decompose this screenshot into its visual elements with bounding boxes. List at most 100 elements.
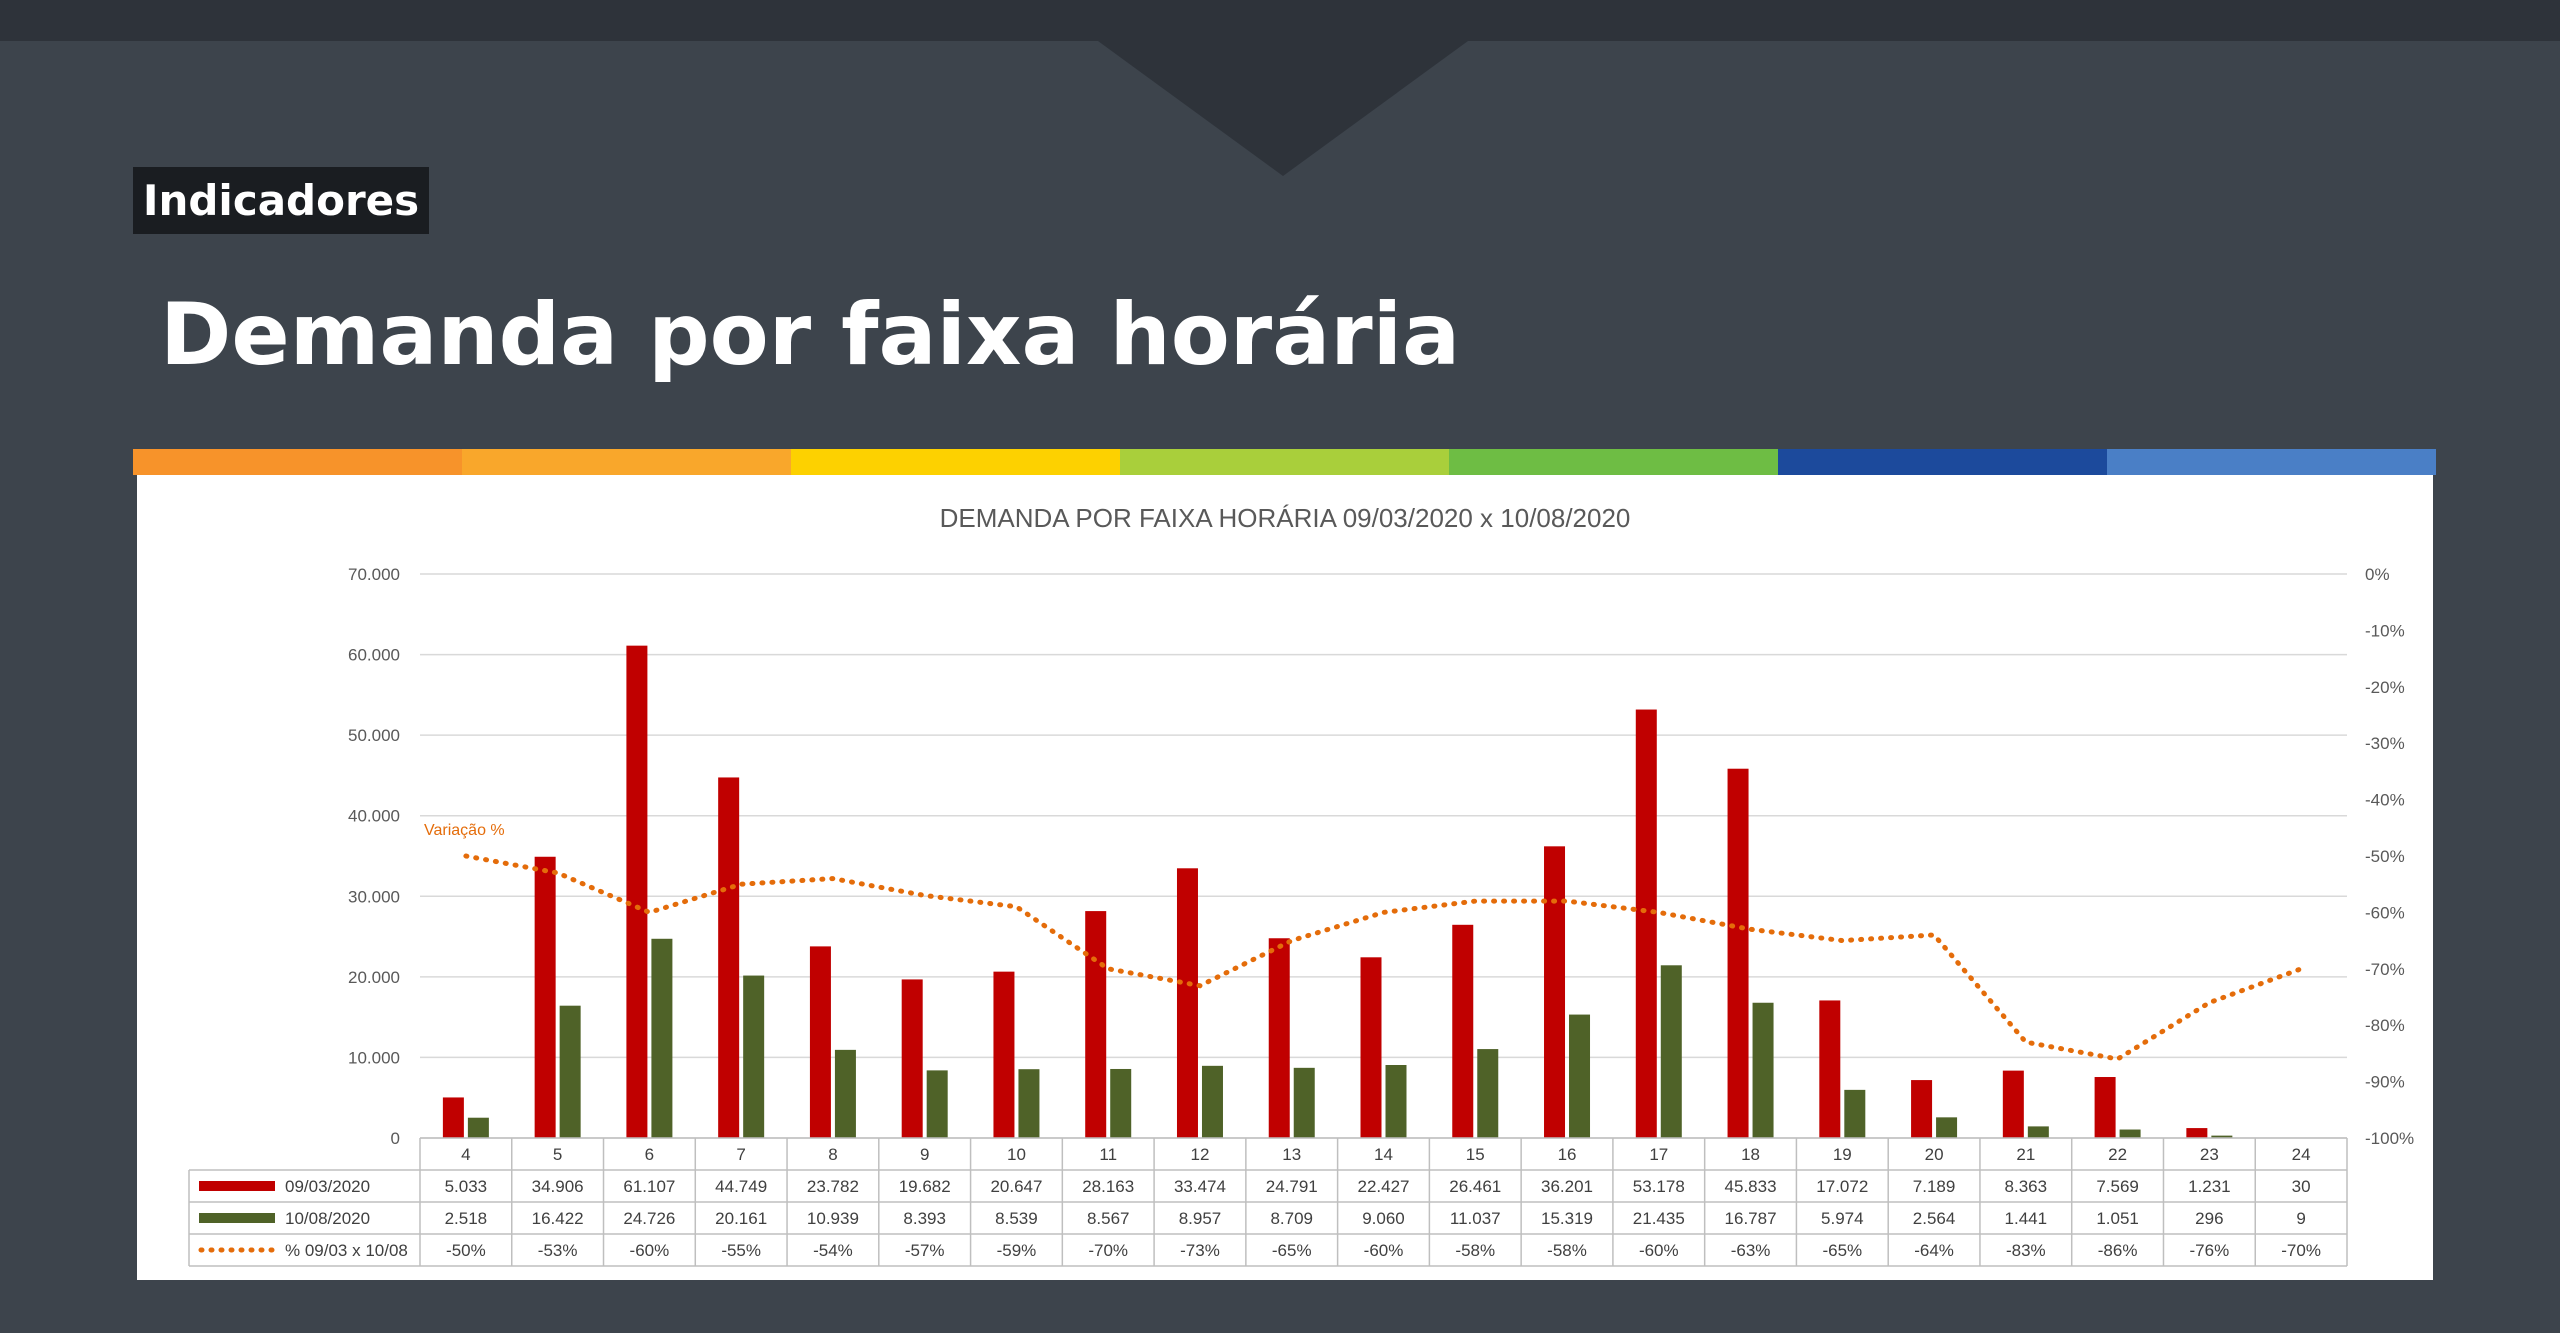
table-cell-value: 296 <box>2195 1209 2223 1228</box>
x-tick-label: 19 <box>1833 1145 1852 1164</box>
x-tick-label: 5 <box>553 1145 562 1164</box>
table-cell-value: -54% <box>813 1241 853 1260</box>
x-tick-label: 13 <box>1282 1145 1301 1164</box>
x-tick-label: 11 <box>1099 1145 1117 1164</box>
y-tick-label: 40.000 <box>348 807 400 826</box>
table-cell-value: 1.441 <box>2005 1209 2048 1228</box>
bar-series-1 <box>901 979 923 1138</box>
table-cell-value: 5.033 <box>445 1177 488 1196</box>
x-tick-label: 8 <box>828 1145 837 1164</box>
stripe-segment <box>791 449 1120 475</box>
bar-series-1 <box>2094 1077 2116 1138</box>
y2-tick-label: -90% <box>2365 1073 2405 1092</box>
table-cell-value: -73% <box>1180 1241 1220 1260</box>
legend-label: 09/03/2020 <box>285 1177 370 1196</box>
x-tick-label: 22 <box>2108 1145 2127 1164</box>
table-cell-value: -55% <box>721 1241 761 1260</box>
x-tick-label: 24 <box>2292 1145 2311 1164</box>
y2-tick-label: -70% <box>2365 960 2405 979</box>
table-cell-value: 8.363 <box>2005 1177 2048 1196</box>
bar-series-2 <box>2027 1126 2049 1138</box>
bar-series-2 <box>926 1070 948 1138</box>
y2-tick-label: -80% <box>2365 1016 2405 1035</box>
table-cell-value: 9 <box>2296 1209 2305 1228</box>
table-cell-value: 1.051 <box>2096 1209 2139 1228</box>
y-tick-label: 30.000 <box>348 887 400 906</box>
table-cell-value: 1.231 <box>2188 1177 2231 1196</box>
table-cell-value: 2.564 <box>1913 1209 1956 1228</box>
x-tick-label: 14 <box>1374 1145 1393 1164</box>
bar-series-2 <box>2119 1129 2141 1138</box>
table-cell-value: 30 <box>2292 1177 2311 1196</box>
table-cell-value: -65% <box>1272 1241 1312 1260</box>
bar-series-2 <box>743 975 765 1138</box>
table-cell-value: -64% <box>1914 1241 1954 1260</box>
table-cell-value: -70% <box>2281 1241 2321 1260</box>
bar-series-2 <box>1477 1049 1499 1138</box>
legend-label: 10/08/2020 <box>285 1209 370 1228</box>
table-cell-value: 7.569 <box>2096 1177 2139 1196</box>
x-tick-label: 18 <box>1741 1145 1760 1164</box>
table-cell-value: 11.037 <box>1450 1209 1501 1228</box>
x-tick-label: 6 <box>645 1145 654 1164</box>
table-cell-value: 16.422 <box>532 1209 584 1228</box>
bar-series-1 <box>1911 1080 1933 1138</box>
table-cell-value: -53% <box>538 1241 578 1260</box>
table-cell-value: 17.072 <box>1816 1177 1868 1196</box>
x-tick-label: 16 <box>1558 1145 1577 1164</box>
bar-series-1 <box>1544 846 1566 1138</box>
table-cell-value: 9.060 <box>1362 1209 1405 1228</box>
y-tick-label: 60.000 <box>348 646 400 665</box>
y2-tick-label: -50% <box>2365 847 2405 866</box>
chart-panel: DEMANDA POR FAIXA HORÁRIA 09/03/2020 x 1… <box>137 475 2433 1280</box>
stripe-segment <box>2107 449 2436 475</box>
table-cell-value: -83% <box>2006 1241 2046 1260</box>
table-cell-value: 21.435 <box>1633 1209 1685 1228</box>
bar-series-1 <box>1452 924 1474 1138</box>
top-bar <box>0 0 2560 41</box>
bar-series-1 <box>626 645 648 1138</box>
bar-series-2 <box>834 1049 856 1138</box>
page-title: Demanda por faixa horária <box>160 285 1461 385</box>
bar-series-2 <box>1844 1089 1866 1138</box>
legend-swatch <box>199 1213 275 1223</box>
line-series-variacao <box>463 853 2304 1062</box>
table-cell-value: 34.906 <box>532 1177 584 1196</box>
stripe-segment <box>1449 449 1778 475</box>
x-tick-label: 17 <box>1649 1145 1668 1164</box>
table-cell-value: 8.393 <box>903 1209 946 1228</box>
bar-series-1 <box>1176 868 1198 1138</box>
bar-series-2 <box>2211 1135 2233 1138</box>
y2-tick-label: -100% <box>2365 1129 2414 1148</box>
table-cell-value: -58% <box>1455 1241 1495 1260</box>
x-tick-label: 9 <box>920 1145 929 1164</box>
table-cell-value: -60% <box>1639 1241 1679 1260</box>
table-cell-value: -63% <box>1731 1241 1771 1260</box>
bar-series-2 <box>1110 1068 1132 1138</box>
table-cell-value: 20.161 <box>715 1209 767 1228</box>
y-tick-label: 0 <box>391 1129 400 1148</box>
x-tick-label: 7 <box>736 1145 745 1164</box>
bar-series-1 <box>1085 911 1107 1138</box>
legend-label: % 09/03 x 10/08 <box>285 1241 408 1260</box>
table-cell-value: -76% <box>2190 1241 2230 1260</box>
table-cell-value: -58% <box>1547 1241 1587 1260</box>
y2-tick-label: -10% <box>2365 621 2405 640</box>
table-cell-value: 19.682 <box>899 1177 951 1196</box>
bar-series-1 <box>1819 1000 1841 1138</box>
y2-tick-label: -60% <box>2365 903 2405 922</box>
y2-tick-label: 0% <box>2365 565 2390 584</box>
stripe-segment <box>1778 449 2107 475</box>
bar-series-2 <box>1752 1002 1774 1138</box>
table-cell-value: 61.107 <box>623 1177 675 1196</box>
table-cell-value: 5.974 <box>1821 1209 1864 1228</box>
y-tick-label: 10.000 <box>348 1048 400 1067</box>
x-tick-label: 21 <box>2016 1145 2035 1164</box>
table-cell-value: 45.833 <box>1725 1177 1777 1196</box>
bar-series-1 <box>2186 1128 2208 1138</box>
bar-series-2 <box>1018 1069 1040 1138</box>
table-cell-value: 36.201 <box>1541 1177 1593 1196</box>
bar-series-2 <box>1936 1117 1958 1138</box>
x-tick-label: 23 <box>2200 1145 2219 1164</box>
x-tick-label: 15 <box>1466 1145 1485 1164</box>
